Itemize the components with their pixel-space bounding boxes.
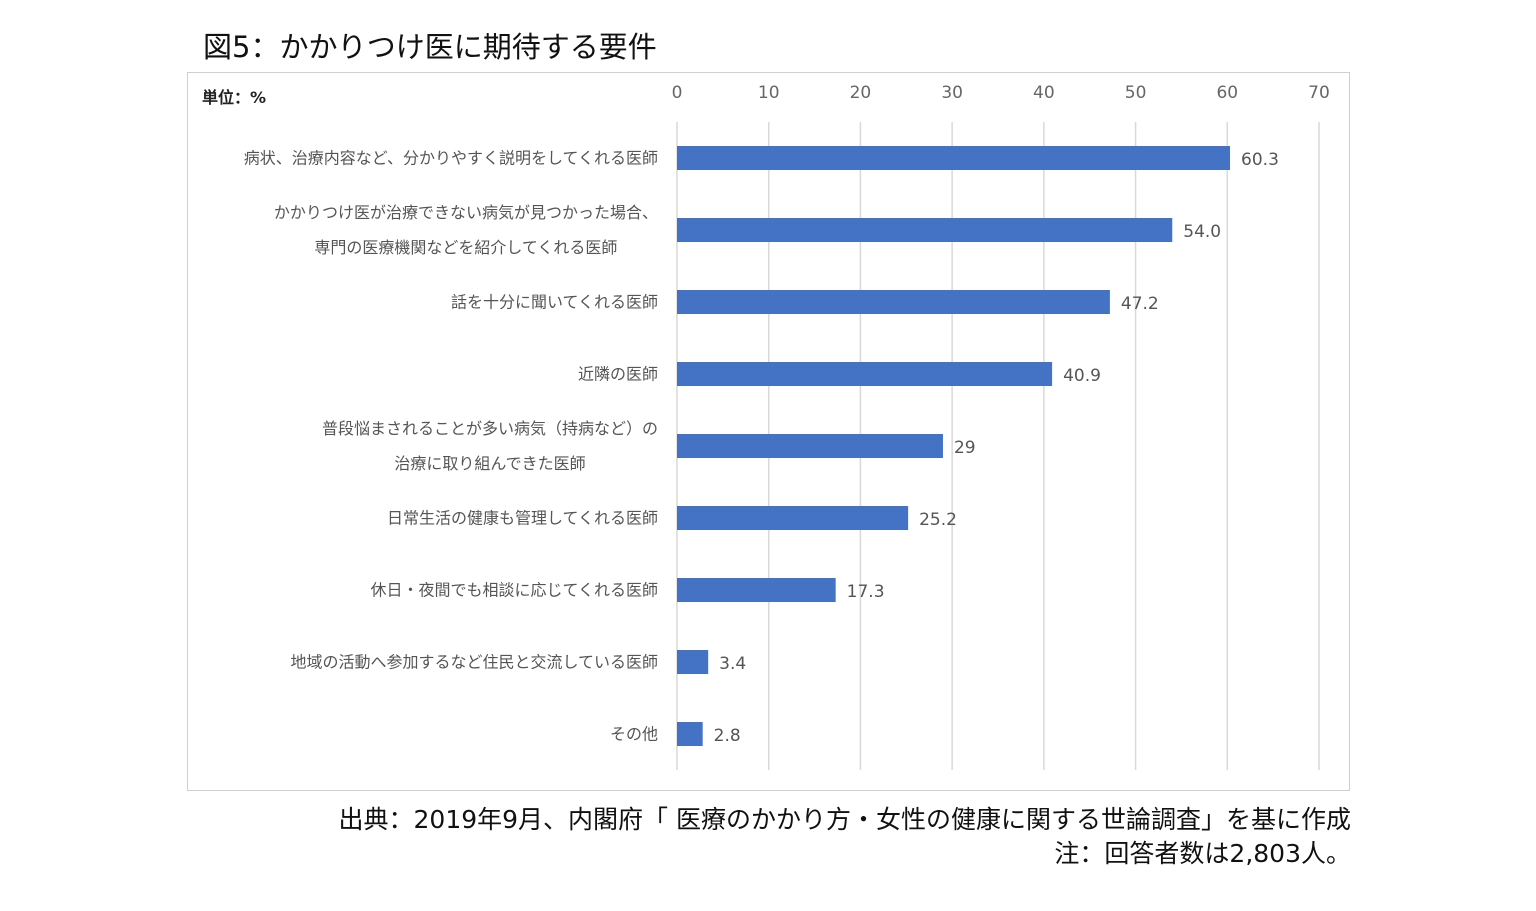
category-label: 普段悩まされることが多い病気（持病など）の 治療に取り組んできた医師	[321, 419, 658, 473]
category-label: その他	[609, 724, 658, 744]
data-label: 40.9	[1063, 366, 1101, 386]
x-tick-label: 10	[758, 83, 780, 103]
category-label: 病状、治療内容など、分かりやすく説明をしてくれる医師	[243, 148, 658, 168]
category-label: 地域の活動へ参加するなど住民と交流している医師	[290, 652, 658, 672]
bar	[677, 218, 1173, 242]
bar	[677, 578, 836, 602]
x-tick-label: 60	[1216, 83, 1238, 103]
chart-title: 図5：かかりつけ医に期待する要件	[203, 30, 657, 64]
x-tick-label: 0	[672, 83, 683, 103]
data-label: 47.2	[1121, 294, 1159, 314]
note-line: 注：回答者数は2,803人。	[1054, 839, 1351, 868]
bar	[677, 506, 909, 530]
source-note: 出典：2019年9月、内閣府「 医療のかかり方・女性の健康に関する世論調査」を基…	[339, 803, 1351, 871]
data-label: 3.4	[719, 654, 746, 674]
bar	[677, 650, 709, 674]
data-label: 25.2	[919, 510, 957, 530]
x-tick-label: 70	[1308, 83, 1330, 103]
chart-frame	[187, 72, 1350, 791]
data-label: 54.0	[1183, 222, 1221, 242]
data-label: 60.3	[1241, 150, 1279, 170]
bar	[677, 362, 1053, 386]
category-label: 話を十分に聞いてくれる医師	[450, 292, 658, 312]
category-label: 近隣の医師	[577, 364, 658, 384]
x-tick-label: 40	[1033, 83, 1055, 103]
x-tick-label: 30	[941, 83, 963, 103]
category-label: かかりつけ医が治療できない病気が見つかった場合、 専門の医療機関などを紹介してく…	[273, 203, 658, 257]
data-label: 17.3	[847, 582, 885, 602]
data-label: 29	[954, 438, 976, 458]
bar	[677, 290, 1110, 314]
bar	[677, 722, 703, 746]
x-tick-label: 50	[1125, 83, 1147, 103]
data-label: 2.8	[714, 726, 741, 746]
unit-label: 単位：%	[202, 88, 267, 107]
category-label: 休日・夜間でも相談に応じてくれる医師	[370, 580, 658, 600]
bar	[677, 146, 1231, 170]
bar	[677, 434, 943, 458]
category-label: 日常生活の健康も管理してくれる医師	[386, 508, 658, 528]
source-line: 出典：2019年9月、内閣府「 医療のかかり方・女性の健康に関する世論調査」を基…	[338, 805, 1351, 834]
x-tick-label: 20	[850, 83, 872, 103]
